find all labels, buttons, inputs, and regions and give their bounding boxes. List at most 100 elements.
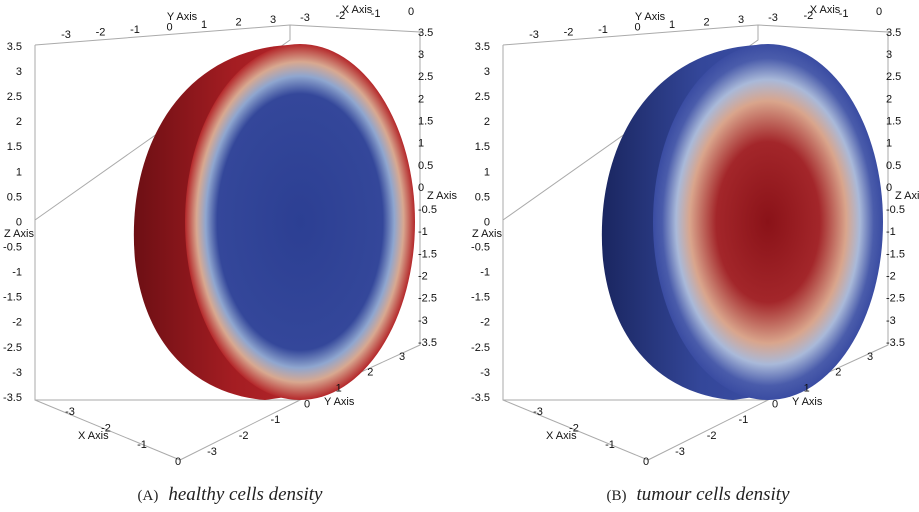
tick-label: -3 [300,12,310,24]
tick-label: 0.5 [475,191,490,203]
tick-label: -1 [270,414,280,426]
axis-title: Y Axis [324,396,355,408]
tick-label: 2.5 [475,91,490,103]
tick-label: -2 [707,430,717,442]
tick-label: 0 [304,398,310,410]
tick-label: -2 [480,317,490,329]
caption-text: healthy cells density [168,484,323,505]
tick-label: 0 [643,456,649,468]
tick-label: -3.5 [418,337,437,349]
tick-label: 1.5 [886,115,901,127]
tick-label: 3 [867,351,873,363]
tick-label: 1 [886,138,892,150]
tick-label: -3 [12,367,22,379]
tick-label: -2 [569,423,579,435]
tick-label: 0 [484,216,490,228]
tick-label: 1 [336,383,342,395]
tick-label: -1 [598,24,608,36]
tick-label: -3 [533,406,543,418]
tick-label: -1.5 [886,248,905,260]
tick-label: 2 [235,16,241,28]
tick-label: 1.5 [418,115,433,127]
tick-label: -3 [675,446,685,458]
tick-label: 3 [270,14,276,26]
tick-label: 1.5 [7,141,22,153]
tick-label: 1 [16,166,22,178]
tick-label: -2 [335,10,345,22]
axis-title: Z Axis [427,190,457,202]
tick-label: -1 [839,8,849,20]
axis-title: Z Axis [895,190,919,202]
tick-label: -0.5 [886,204,905,216]
tick-label: 2 [16,116,22,128]
tick-label: -3 [65,406,75,418]
tick-label: -2 [418,270,428,282]
tick-label: -1 [605,439,615,451]
tick-label: -3 [207,446,217,458]
tick-label: -3 [529,29,539,41]
caption: (B) tumour cells density [606,484,790,505]
axis-title: X Axis [342,4,373,16]
tick-label: -3.5 [886,337,905,349]
tick-label: 0 [408,6,414,18]
tick-label: 3.5 [886,27,901,39]
tick-label: 1.5 [475,141,490,153]
tick-label: -1 [130,24,140,36]
caption-label: (A) [138,488,159,504]
tick-label: -2 [101,423,111,435]
bounding-box [502,24,889,461]
tick-label: 1 [669,19,675,31]
tick-label: 0.5 [418,160,433,172]
tick-label: 3 [738,14,744,26]
tick-label: 0 [876,6,882,18]
tick-label: 3 [886,49,892,61]
tick-label: -1 [371,8,381,20]
tick-label: 2 [484,116,490,128]
tick-label: -3 [480,367,490,379]
tick-label: 1 [201,19,207,31]
tick-label: -1 [738,414,748,426]
tick-label: -2 [803,10,813,22]
axis-title: Y Axis [635,11,666,23]
tick-label: -2 [886,270,896,282]
tick-label: 2 [703,16,709,28]
tick-label: -1 [137,439,147,451]
tick-label: -2 [12,317,22,329]
tick-label: 1 [484,166,490,178]
tick-label: 2 [886,93,892,105]
tick-label: 0 [166,21,172,33]
caption-text: tumour cells density [636,484,790,505]
tick-label: 3.5 [418,27,433,39]
axis-title: X Axis [78,430,109,442]
tick-label: 3 [399,351,405,363]
caption: (A) healthy cells density [138,484,323,505]
tick-label: 3.5 [475,41,490,53]
tick-label: 0 [772,398,778,410]
axis-title: Z Axis [472,228,502,240]
tick-label: 0 [634,21,640,33]
axis-title: Y Axis [792,396,823,408]
tick-label: 2.5 [418,71,433,83]
tick-label: 1 [804,383,810,395]
tick-label: -1.5 [471,292,490,304]
axis-title: Z Axis [4,228,34,240]
tick-label: -3.5 [3,392,22,404]
tick-label: 0.5 [7,191,22,203]
caption-label: (B) [606,488,626,504]
panel: -3 -2 -1 0 1 2 3 Y Axis -3 -2 -1 0 X Axis 3.5 3 2.5 2 1.5… [3,4,457,505]
tick-label: -2 [564,26,574,38]
tick-label: -3 [768,12,778,24]
tick-label: -2 [239,430,249,442]
tick-label: 0 [418,182,424,194]
tick-label: -2.5 [471,342,490,354]
tick-label: -2.5 [418,293,437,305]
tick-label: 2 [367,367,373,379]
tick-label: 1 [418,138,424,150]
tick-label: -1 [418,226,428,238]
axis-title: X Axis [546,430,577,442]
axis-title: Y Axis [167,11,198,23]
tick-label: -1 [886,226,896,238]
tick-label: -1 [12,267,22,279]
tick-label: 2.5 [886,71,901,83]
